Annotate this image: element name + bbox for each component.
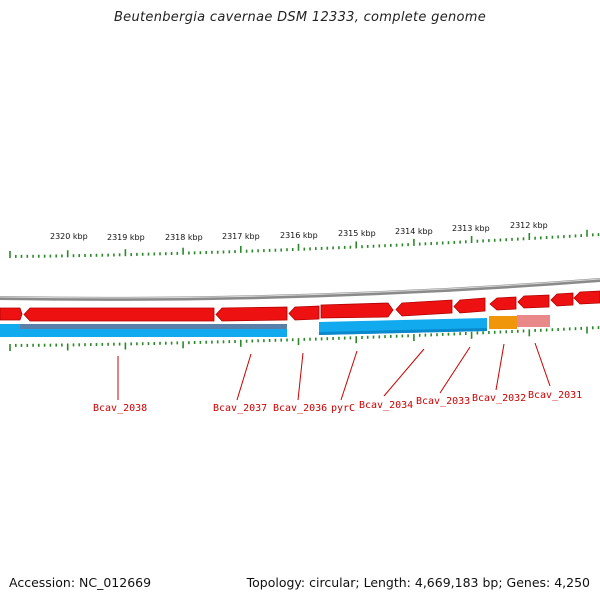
- gene-arrow-bcav-2031[interactable]: [517, 294, 550, 309]
- cds-bar-bcav-2031[interactable]: [517, 315, 550, 327]
- scale-ticks-top: [9, 229, 600, 258]
- gene-label-bcav-2037[interactable]: Bcav_2037: [213, 403, 267, 414]
- cds-bar[interactable]: [0, 324, 20, 337]
- gene-label-bcav-2033[interactable]: Bcav_2033: [416, 396, 470, 407]
- scale-label-2316: 2316 kbp: [280, 231, 318, 240]
- accession-text: Accession: NC_012669: [9, 575, 152, 590]
- gene-arrow-bcav-2032[interactable]: [489, 296, 517, 311]
- gene-arrow-bcav-2038[interactable]: [23, 307, 215, 322]
- scale-label-2317: 2317 kbp: [222, 232, 260, 241]
- gene-label-pyrc[interactable]: pyrC: [331, 403, 355, 414]
- genome-title: Beutenbergia cavernae DSM 12333, complet…: [113, 10, 487, 25]
- scale-label-2314: 2314 kbp: [395, 227, 433, 236]
- gene-arrow-bcav-2036[interactable]: [288, 305, 320, 321]
- gene-arrow[interactable]: [550, 292, 574, 307]
- gene-label-bcav-2038[interactable]: Bcav_2038: [93, 403, 147, 414]
- scale-label-2318: 2318 kbp: [165, 233, 203, 242]
- scale-label-2319: 2319 kbp: [107, 233, 145, 242]
- label-leader-bcav-2033: [439, 346, 471, 394]
- gene-arrow[interactable]: [573, 290, 600, 305]
- gene-label-bcav-2031[interactable]: Bcav_2031: [528, 390, 582, 401]
- genome-backbone-highlight: [0, 278, 600, 299]
- genome-backbone: [0, 278, 600, 301]
- label-leader-bcav-2032: [495, 343, 505, 391]
- scale-label-2313: 2313 kbp: [452, 224, 490, 233]
- cds-bar-pyrc-shadow: [319, 328, 487, 335]
- gene-arrow[interactable]: [0, 307, 23, 321]
- cds-bar-bcav-2038-top: [20, 324, 216, 329]
- label-leader-bcav-2034: [383, 348, 425, 397]
- gene-arrow-pyrc[interactable]: [320, 302, 394, 319]
- cds-bar-bcav-2032[interactable]: [489, 316, 517, 329]
- gene-arrow-bcav-2037[interactable]: [215, 306, 288, 322]
- label-leader-pyrc: [340, 350, 358, 401]
- gene-arrow-bcav-2034[interactable]: [395, 299, 453, 317]
- genome-summary-text: Topology: circular; Length: 4,669,183 bp…: [246, 575, 590, 590]
- gene-label-bcav-2036[interactable]: Bcav_2036: [273, 403, 327, 414]
- cds-bar-bcav-2037-top: [216, 324, 287, 329]
- gene-arrow-bcav-2033[interactable]: [453, 297, 486, 314]
- label-leader-bcav-2037: [236, 353, 252, 401]
- label-leader-bcav-2036: [297, 352, 304, 401]
- gene-label-bcav-2032[interactable]: Bcav_2032: [472, 393, 526, 404]
- label-leader-bcav-2031: [534, 342, 551, 387]
- scale-label-2312: 2312 kbp: [510, 221, 548, 230]
- scale-ticks-bottom: [9, 326, 600, 351]
- scale-label-2320: 2320 kbp: [50, 232, 88, 241]
- scale-label-2315: 2315 kbp: [338, 229, 376, 238]
- gene-label-bcav-2034[interactable]: Bcav_2034: [359, 400, 413, 411]
